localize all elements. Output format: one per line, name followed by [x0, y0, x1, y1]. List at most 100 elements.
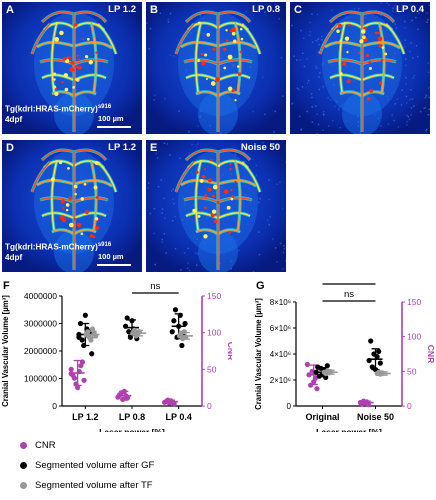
noise-speckle — [404, 27, 406, 29]
noise-speckle — [255, 164, 258, 167]
x-tick-label: LP 0.8 — [119, 412, 145, 422]
noise-speckle — [397, 126, 399, 128]
noise-speckle — [148, 48, 151, 50]
vessel-hotspot — [82, 38, 85, 41]
legend-item: Segmented volume after TF — [20, 478, 153, 492]
vessel-hotspot — [344, 36, 350, 41]
noise-speckle — [331, 9, 333, 12]
data-point — [88, 337, 94, 343]
vessel-hotspot — [210, 213, 215, 218]
noise-speckle — [412, 57, 414, 59]
significance-label: ns — [344, 289, 354, 300]
noise-speckle — [392, 10, 394, 13]
vessel-hotspot — [69, 67, 74, 72]
noise-speckle — [164, 217, 166, 220]
panel-label: D — [6, 142, 14, 154]
x-tick-label: LP 1.2 — [72, 412, 98, 422]
vessel-hotspot — [203, 234, 208, 239]
vessel-hotspot — [78, 65, 82, 70]
noise-speckle — [318, 43, 320, 46]
noise-speckle — [234, 153, 237, 156]
y-tick-label-left: 1000000 — [24, 374, 57, 384]
panel-title: LP 0.8 — [252, 4, 280, 15]
noise-speckle — [322, 110, 325, 113]
noise-speckle — [306, 110, 308, 113]
noise-speckle — [315, 40, 318, 42]
vessel-hotspot — [236, 65, 240, 68]
vessel-hotspot — [234, 99, 237, 102]
noise-speckle — [316, 133, 318, 134]
y-tick-label-left: 3000000 — [24, 319, 57, 329]
vessel — [97, 161, 117, 193]
vessel-hotspot — [369, 88, 374, 93]
noise-speckle — [261, 76, 264, 79]
noise-speckle — [268, 179, 270, 181]
noise-speckle — [258, 201, 260, 204]
vessel-hotspot — [84, 54, 89, 59]
y-tick-label-left: 0 — [52, 401, 57, 411]
vessel-hotspot — [338, 23, 343, 28]
noise-speckle — [161, 238, 163, 241]
vessel — [385, 23, 405, 55]
vessel-hotspot — [94, 160, 99, 166]
vessel-hotspot — [346, 79, 351, 84]
noise-speckle — [282, 268, 284, 270]
noise-speckle — [321, 35, 323, 38]
vessel-hotspot — [212, 47, 216, 51]
noise-speckle — [327, 97, 329, 99]
data-point — [368, 338, 374, 344]
y-tick-label-left: 4×10⁶ — [270, 350, 291, 359]
vessel — [378, 21, 385, 93]
vessel-hotspot — [205, 78, 208, 81]
noise-speckle — [301, 86, 304, 88]
data-point — [172, 307, 179, 313]
noise-speckle — [303, 37, 305, 40]
noise-speckle — [146, 22, 148, 24]
vessel-hotspot — [378, 44, 383, 49]
noise-speckle — [419, 6, 422, 8]
y-tick-label-right: 100 — [207, 328, 221, 338]
noise-speckle — [278, 18, 280, 20]
panel-label-f: F — [3, 280, 10, 292]
noise-speckle — [311, 121, 314, 123]
vessel-hotspot — [61, 207, 65, 210]
vessel-hotspot — [69, 222, 74, 228]
noise-speckle — [306, 82, 309, 84]
noise-speckle — [424, 96, 427, 99]
noise-speckle — [353, 7, 356, 10]
chart-g: 0 2×10⁶ 4×10⁶ 6×10⁶ 8×10⁶ 0 50 100 150 Original No… — [254, 282, 436, 432]
data-point — [89, 326, 96, 332]
noise-speckle — [191, 143, 193, 146]
noise-speckle — [186, 267, 189, 270]
noise-speckle — [317, 51, 320, 53]
vessel-hotspot — [211, 209, 217, 214]
noise-speckle — [405, 83, 408, 85]
vessel — [97, 23, 117, 55]
noise-speckle — [147, 182, 150, 184]
significance-label: ns — [150, 282, 160, 292]
scale-bar — [97, 264, 131, 266]
vessel-hotspot — [203, 168, 206, 171]
vessel-hotspot — [209, 158, 213, 162]
vessel-hotspot — [206, 33, 211, 37]
noise-speckle — [319, 72, 321, 74]
vessel-hotspot — [368, 66, 372, 70]
noise-speckle — [282, 95, 284, 97]
image-panel-d: D LP 1.2 Tg(kdrl:HRAS-mCherry)s916 4dpf 1… — [2, 140, 142, 272]
vessel-hotspot — [348, 23, 351, 27]
noise-speckle — [303, 65, 306, 68]
vessel-hotspot — [362, 35, 366, 40]
panel-title: LP 1.2 — [108, 4, 136, 15]
data-point — [81, 377, 87, 383]
vessel-hotspot — [216, 200, 220, 205]
noise-speckle — [308, 34, 311, 37]
vessel-hotspot — [204, 206, 207, 209]
y-tick-label-left: 4000000 — [24, 291, 57, 301]
noise-speckle — [317, 123, 320, 126]
vessel — [51, 159, 58, 231]
legend-item: Segmented volume after GF — [20, 458, 154, 472]
vessel-hotspot — [365, 53, 370, 58]
vessel-hotspot — [74, 65, 78, 69]
legend-label: Segmented volume after TF — [35, 479, 153, 491]
noise-speckle — [167, 18, 170, 21]
